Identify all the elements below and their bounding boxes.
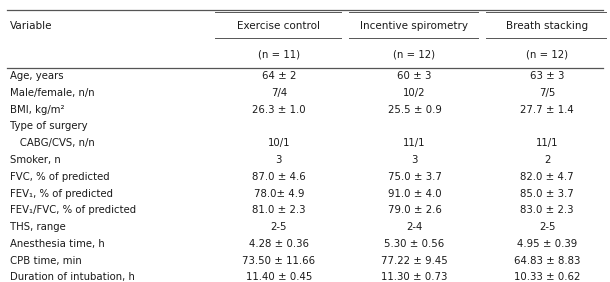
Text: 27.7 ± 1.4: 27.7 ± 1.4	[520, 105, 574, 114]
Text: 64 ± 2: 64 ± 2	[262, 71, 296, 81]
Text: CABG/CVS, n/n: CABG/CVS, n/n	[10, 138, 95, 148]
Text: 83.0 ± 2.3: 83.0 ± 2.3	[520, 205, 574, 215]
Text: 77.22 ± 9.45: 77.22 ± 9.45	[381, 256, 448, 266]
Text: 7/4: 7/4	[271, 88, 287, 98]
Text: Incentive spirometry: Incentive spirometry	[361, 21, 468, 31]
Text: 2-5: 2-5	[539, 222, 556, 232]
Text: 3: 3	[276, 155, 282, 165]
Text: 11/1: 11/1	[403, 138, 426, 148]
Text: 2-5: 2-5	[270, 222, 287, 232]
Text: FEV₁/FVC, % of predicted: FEV₁/FVC, % of predicted	[10, 205, 136, 215]
Text: 26.3 ± 1.0: 26.3 ± 1.0	[252, 105, 306, 114]
Text: 4.95 ± 0.39: 4.95 ± 0.39	[517, 239, 577, 249]
Text: 10/2: 10/2	[403, 88, 426, 98]
Text: 85.0 ± 3.7: 85.0 ± 3.7	[520, 189, 574, 199]
Text: (n = 11): (n = 11)	[257, 50, 300, 60]
Text: FEV₁, % of predicted: FEV₁, % of predicted	[10, 189, 113, 199]
Text: 11.40 ± 0.45: 11.40 ± 0.45	[246, 272, 312, 282]
Text: 2: 2	[544, 155, 550, 165]
Text: Smoker, n: Smoker, n	[10, 155, 60, 165]
Text: 3: 3	[411, 155, 418, 165]
Text: 64.83 ± 8.83: 64.83 ± 8.83	[514, 256, 580, 266]
Text: 91.0 ± 4.0: 91.0 ± 4.0	[388, 189, 441, 199]
Text: 5.30 ± 0.56: 5.30 ± 0.56	[384, 239, 445, 249]
Text: 82.0 ± 4.7: 82.0 ± 4.7	[520, 172, 574, 182]
Text: 87.0 ± 4.6: 87.0 ± 4.6	[252, 172, 306, 182]
Text: 73.50 ± 11.66: 73.50 ± 11.66	[242, 256, 315, 266]
Text: 63 ± 3: 63 ± 3	[530, 71, 564, 81]
Text: 7/5: 7/5	[539, 88, 555, 98]
Text: 25.5 ± 0.9: 25.5 ± 0.9	[387, 105, 442, 114]
Text: THS, range: THS, range	[10, 222, 65, 232]
Text: FVC, % of predicted: FVC, % of predicted	[10, 172, 109, 182]
Text: 10/1: 10/1	[268, 138, 290, 148]
Text: (n = 12): (n = 12)	[526, 50, 569, 60]
Text: 2-4: 2-4	[406, 222, 423, 232]
Text: Duration of intubation, h: Duration of intubation, h	[10, 272, 135, 282]
Text: Variable: Variable	[10, 21, 52, 31]
Text: 78.0± 4.9: 78.0± 4.9	[254, 189, 304, 199]
Text: 81.0 ± 2.3: 81.0 ± 2.3	[252, 205, 306, 215]
Text: 79.0 ± 2.6: 79.0 ± 2.6	[387, 205, 442, 215]
Text: Breath stacking: Breath stacking	[506, 21, 588, 31]
Text: Anesthesia time, h: Anesthesia time, h	[10, 239, 104, 249]
Text: CPB time, min: CPB time, min	[10, 256, 82, 266]
Text: Male/female, n/n: Male/female, n/n	[10, 88, 95, 98]
Text: 75.0 ± 3.7: 75.0 ± 3.7	[387, 172, 442, 182]
Text: Exercise control: Exercise control	[237, 21, 320, 31]
Text: 10.33 ± 0.62: 10.33 ± 0.62	[514, 272, 580, 282]
Text: Type of surgery: Type of surgery	[10, 122, 87, 131]
Text: 11.30 ± 0.73: 11.30 ± 0.73	[381, 272, 448, 282]
Text: Age, years: Age, years	[10, 71, 63, 81]
Text: BMI, kg/m²: BMI, kg/m²	[10, 105, 64, 114]
Text: (n = 12): (n = 12)	[393, 50, 436, 60]
Text: 11/1: 11/1	[536, 138, 558, 148]
Text: 4.28 ± 0.36: 4.28 ± 0.36	[249, 239, 309, 249]
Text: 60 ± 3: 60 ± 3	[397, 71, 432, 81]
